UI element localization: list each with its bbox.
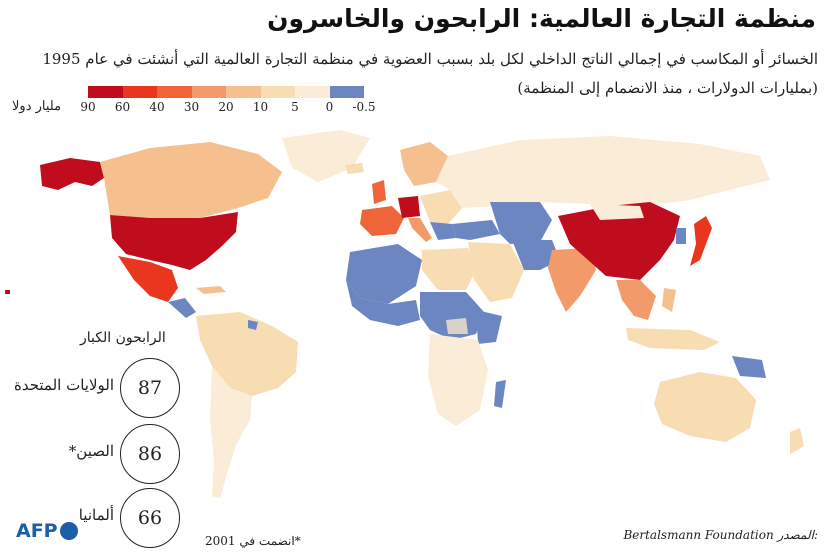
winner-name: الصين* (68, 442, 114, 460)
region-north-africa-east (422, 248, 476, 290)
legend-swatch (88, 86, 123, 98)
region-turkey-caucasus (452, 220, 500, 240)
south-america (196, 312, 298, 498)
map-title: منظمة التجارة العالمية: الرابحون والخاسر… (267, 4, 816, 33)
region-west-africa (346, 280, 420, 326)
region-mongolia (590, 204, 644, 220)
region-italy (408, 218, 432, 242)
top-winners-title: الرابحون الكبار (80, 330, 166, 346)
region-southeast-asia (616, 280, 656, 320)
legend-tick-label: 90 (80, 100, 96, 114)
region-france-iberia (360, 206, 404, 236)
oceania (654, 372, 804, 454)
winner-value-circle: 66 (120, 488, 180, 548)
winner-name: الولايات المتحدة (13, 376, 114, 394)
africa (346, 244, 506, 426)
region-caribbean (196, 286, 226, 294)
region-uk (372, 180, 386, 204)
region-iceland (345, 163, 364, 174)
region-east-africa (476, 310, 502, 344)
winner-value-circle: 87 (120, 358, 180, 418)
legend-swatch (260, 86, 295, 98)
region-china (558, 202, 680, 280)
region-hawaii (5, 290, 10, 294)
legend-tick-label: 10 (252, 100, 269, 114)
legend-swatch (329, 86, 364, 98)
winner-germany: 66 ألمانيا (0, 488, 190, 550)
winner-value-circle: 86 (120, 424, 180, 484)
source-credit: Bertalsmann Foundation المصدر: (623, 528, 818, 542)
winner-china: 86 الصين* (0, 424, 190, 486)
region-australia (654, 372, 756, 442)
region-central-africa (420, 292, 484, 340)
region-central-america (168, 298, 196, 318)
region-alaska (40, 158, 104, 190)
region-mexico (118, 256, 178, 302)
source-name: Bertalsmann Foundation (623, 528, 774, 542)
north-america (5, 130, 370, 318)
region-russia (436, 136, 770, 208)
region-middle-east (468, 242, 524, 302)
region-papua (732, 356, 766, 378)
region-india (548, 248, 596, 312)
region-north-africa-west (346, 244, 422, 304)
legend-swatch (226, 86, 261, 98)
region-canada (100, 142, 282, 218)
region-new-zealand (790, 428, 804, 454)
afp-logo-dot (59, 522, 78, 540)
legend-tick-label: -0.5 (352, 100, 376, 114)
legend-swatch (295, 86, 330, 98)
region-philippines (662, 288, 676, 312)
region-scandinavia (400, 142, 448, 186)
winner-usa: 87 الولايات المتحدة (0, 358, 190, 420)
region-usa (110, 212, 238, 270)
region-eastern-europe (420, 190, 462, 224)
region-north-south-america (196, 312, 298, 396)
legend-swatch (157, 86, 192, 98)
region-indonesia (626, 328, 720, 350)
region-iran-pakistan (512, 240, 560, 270)
legend-tick-label: 20 (218, 100, 234, 114)
europe (345, 142, 462, 242)
region-south-south-america (210, 366, 252, 498)
world-map (5, 130, 804, 498)
legend-tick-label: 40 (149, 100, 165, 114)
afp-logo: AFP (16, 520, 78, 542)
legend-tick-label: 5 (291, 100, 299, 114)
legend-tick-label: 30 (183, 100, 200, 114)
map-subtitle-units: (بمليارات الدولارات ، منذ الانضمام إلى ا… (517, 79, 818, 97)
map-subtitle: الخسائر أو المكاسب في إجمالي الناتج الدا… (42, 50, 818, 68)
region-japan (690, 216, 712, 266)
source-label: المصدر: (777, 528, 818, 542)
region-madagascar (494, 380, 506, 408)
legend-tick-label: 60 (114, 100, 131, 114)
legend-swatch (122, 86, 157, 98)
region-guyana (248, 320, 258, 330)
legend-tick-label: 0 (325, 100, 334, 114)
asia (436, 136, 770, 378)
winner-name: ألمانيا (78, 506, 114, 524)
region-balkans (430, 222, 456, 240)
region-greenland (282, 130, 370, 182)
region-southern-africa (428, 334, 488, 426)
legend-unit: مليار دولا (12, 99, 62, 114)
region-central-asia (490, 202, 552, 244)
region-germany (398, 196, 420, 218)
footnote: *انضمت في 2001 (205, 534, 301, 548)
afp-logo-text: AFP (16, 520, 58, 542)
region-korea (676, 228, 686, 244)
region-south-sudan (446, 318, 468, 334)
legend-swatch (191, 86, 226, 98)
